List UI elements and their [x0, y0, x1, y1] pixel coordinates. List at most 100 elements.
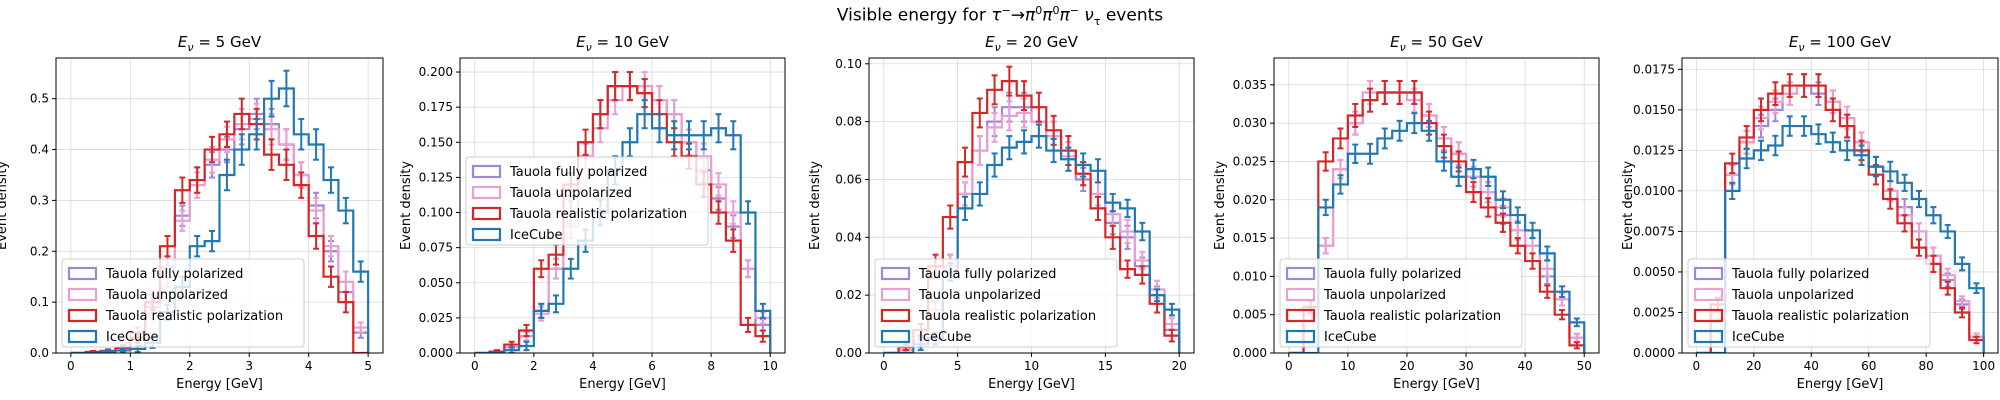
- legend-label-4: IceCube: [510, 228, 563, 243]
- legend-label-4: IceCube: [1732, 330, 1785, 345]
- y-tick-label: 0.0125: [1633, 143, 1675, 157]
- y-tick-label: 0.1: [30, 295, 49, 309]
- chart-panel-3: 0 5 10 15 20 0.00 0.02 0.04 0.06 0.08 0.10 Energy […: [808, 33, 1195, 392]
- x-tick-label: 5: [364, 359, 372, 373]
- title-suffix: events: [1100, 5, 1164, 26]
- panel-title-e: E: [985, 33, 995, 51]
- x-tick-label: 40: [1517, 359, 1532, 373]
- panel-title-sub: ν: [1798, 41, 1804, 54]
- panel-title: Eν = 5 GeV: [178, 33, 262, 54]
- legend-label-2: Tauola unpolarized: [105, 288, 228, 303]
- title-pi1-sup: 0: [1035, 4, 1043, 17]
- y-tick-label: 0.5: [30, 92, 49, 106]
- legend-label-3: Tauola realistic polarization: [1731, 309, 1909, 324]
- panel-title-e: E: [1789, 33, 1799, 51]
- legend-box: [61, 258, 305, 348]
- panel-title: Eν = 100 GeV: [1789, 33, 1892, 54]
- x-axis-label: Energy [GeV]: [1393, 377, 1480, 392]
- y-tick-label: 0.0150: [1633, 103, 1675, 117]
- x-tick-label: 4: [589, 359, 597, 373]
- panel-title-e: E: [1390, 33, 1400, 51]
- y-tick-label: 0.035: [1233, 78, 1267, 92]
- y-tick-label: 0.005: [1233, 308, 1267, 322]
- y-tick-label: 0.04: [835, 230, 862, 244]
- data-area: [474, 71, 772, 353]
- legend-swatch-2: [1693, 287, 1724, 302]
- axes-frame: [55, 57, 384, 354]
- x-tick-label: 40: [1804, 359, 1819, 373]
- legend-label-1: Tauola fully polarized: [1323, 267, 1461, 282]
- x-tick-label: 60: [1861, 359, 1876, 373]
- legend-swatch-3: [880, 308, 911, 323]
- x-tick-label: 20: [1399, 359, 1414, 373]
- error-bars-4: [1729, 115, 1980, 295]
- title-prefix: Visible energy for: [836, 5, 992, 26]
- y-tick-label: 0.015: [1233, 231, 1267, 245]
- panel-title: Eν = 50 GeV: [1390, 33, 1483, 54]
- y-axis-label: Event density: [0, 161, 10, 250]
- legend-box: [874, 258, 1118, 348]
- y-tick-label: 0.0050: [1633, 265, 1675, 279]
- x-tick-label: 0: [1285, 359, 1293, 373]
- legend-swatch-1: [471, 164, 502, 179]
- y-tick-label: 0.0025: [1633, 305, 1675, 319]
- panel-title-sub: ν: [1400, 41, 1406, 54]
- legend-label-2: Tauola unpolarized: [918, 288, 1041, 303]
- legend: Tauola fully polarized Tauola unpolarized…: [1687, 258, 1931, 348]
- x-axis-label: Energy [GeV]: [176, 377, 263, 392]
- legend-swatch-4: [67, 329, 98, 344]
- panel-title-sub: ν: [187, 41, 193, 54]
- x-tick-label: 10: [1340, 359, 1355, 373]
- legend-label-3: Tauola realistic polarization: [1323, 309, 1501, 324]
- legend: Tauola fully polarized Tauola unpolarized…: [61, 258, 305, 348]
- panel-title-value: = 100 GeV: [1805, 33, 1892, 51]
- y-tick-label: 0.025: [1233, 154, 1267, 168]
- legend-swatch-3: [1285, 308, 1316, 323]
- legend-swatch-3: [67, 308, 98, 323]
- y-tick-label: 0.0000: [1633, 346, 1675, 360]
- title-pi1: π: [1024, 5, 1036, 26]
- y-tick-label: 0.4: [30, 143, 49, 157]
- title-pi3-sup: −: [1069, 4, 1079, 17]
- x-tick-label: 0: [880, 359, 888, 373]
- legend-label-1: Tauola fully polarized: [105, 267, 243, 282]
- x-tick-label: 0: [471, 359, 479, 373]
- legend-box: [1687, 258, 1931, 348]
- legend-label-2: Tauola unpolarized: [509, 186, 632, 201]
- legend-swatch-1: [67, 266, 98, 281]
- chart-panel-5: 0 20 40 60 80 100 0.0000 0.0025 0.0050 0.0075 0.01…: [1621, 33, 1999, 392]
- title-pi2: π: [1042, 5, 1053, 26]
- y-tick-label: 0.10: [835, 57, 862, 71]
- title-arrow: →: [1010, 5, 1025, 26]
- legend-swatch-2: [880, 287, 911, 302]
- y-axis-label: Event density: [808, 161, 823, 250]
- panel-title-value: = 50 GeV: [1406, 33, 1484, 51]
- y-tick-label: 0.0175: [1633, 62, 1675, 76]
- y-axis-label: Event density: [399, 161, 414, 250]
- y-tick-label: 0.150: [419, 135, 453, 149]
- series-step-3: [1288, 91, 1586, 353]
- x-tick-label: 30: [1458, 359, 1473, 373]
- chart-panel-4: 0 10 20 30 40 50 0.000 0.005 0.010 0.015 0.020 0.02…: [1213, 33, 1600, 392]
- y-tick-label: 0.010: [1233, 269, 1267, 283]
- y-tick-label: 0.0100: [1633, 184, 1675, 198]
- legend-swatch-2: [1285, 287, 1316, 302]
- panel-title-value: = 20 GeV: [1001, 33, 1079, 51]
- error-bars-3: [1307, 79, 1580, 350]
- y-tick-label: 0.2: [30, 244, 49, 258]
- legend-label-2: Tauola unpolarized: [1323, 288, 1446, 303]
- x-tick-label: 10: [763, 359, 778, 373]
- legend-label-3: Tauola realistic polarization: [509, 207, 687, 222]
- x-tick-label: 2: [186, 359, 194, 373]
- x-tick-label: 3: [245, 359, 253, 373]
- legend-swatch-2: [67, 287, 98, 302]
- legend-swatch-1: [880, 266, 911, 281]
- error-bars-4: [1322, 112, 1580, 328]
- y-tick-label: 0.06: [835, 172, 862, 186]
- y-tick-label: 0.02: [835, 288, 862, 302]
- y-tick-label: 0.125: [419, 170, 453, 184]
- x-tick-label: 80: [1919, 359, 1934, 373]
- x-tick-label: 8: [707, 359, 715, 373]
- y-axis-label: Event density: [1213, 161, 1228, 250]
- x-tick-label: 100: [1972, 359, 1995, 373]
